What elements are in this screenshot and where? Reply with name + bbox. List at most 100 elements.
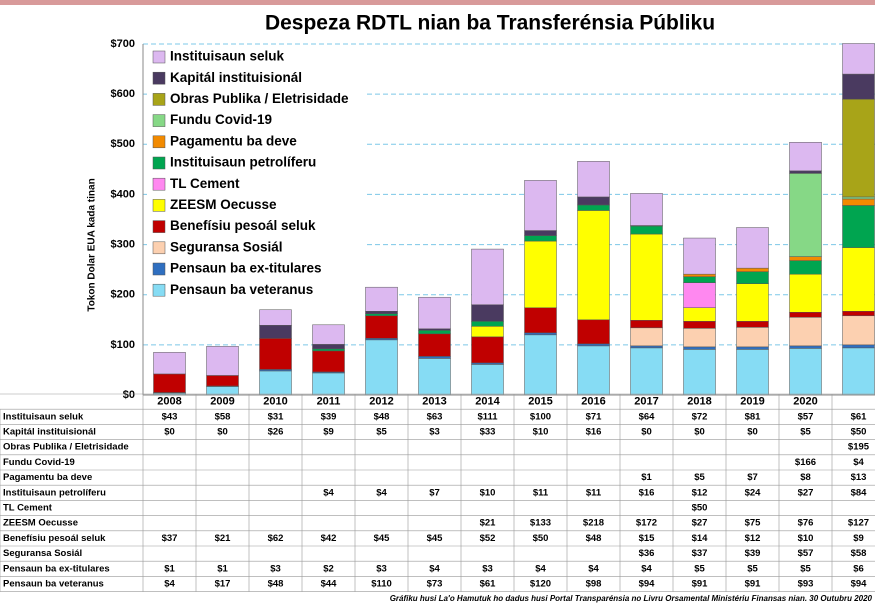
x-tick-label: 2010 [263,396,287,408]
table-cell: $10 [480,487,496,498]
y-tick-label: $100 [111,339,135,351]
table-cell: $100 [530,411,551,422]
legend-label: Pensaun ba ex-titulares [170,261,322,276]
y-tick-label: $600 [111,88,135,100]
table-cell: $133 [530,518,551,529]
legend-swatch [152,220,166,233]
bar-segment [630,193,663,226]
table-row-label: Pagamentu ba deve [3,472,92,483]
bar-segment [683,349,716,396]
bar-segment [312,372,345,396]
table-cell: $9 [853,533,864,544]
table-cell: $7 [429,487,440,498]
legend-label: Instituisaun seluk [170,49,285,64]
table-cell: $195 [848,442,870,453]
bar-segment [630,327,663,347]
table-cell: $12 [745,533,761,544]
bar-segment [842,347,875,396]
table-cell: $4 [535,563,546,574]
table-row-label: Benefísiu pesoál seluk [3,533,106,544]
table-cell: $120 [530,579,551,590]
table-cell: $58 [851,548,867,559]
bar-segment [312,344,345,350]
table-cell: $71 [586,411,603,422]
table-cell: $61 [851,411,868,422]
y-tick-label: $400 [111,188,135,200]
bar-segment [789,173,822,257]
bar-segment [630,320,663,329]
table-cell: $26 [268,427,284,438]
legend-swatch [152,156,166,170]
table-cell: $43 [162,411,178,422]
legend-swatch [152,135,166,149]
bar-segment [630,233,663,321]
table-cell: $17 [215,579,231,590]
bar-segment [471,326,504,338]
bar-segment [471,321,504,327]
table-cell: $4 [376,487,387,498]
bar-segment [630,347,663,396]
bar-segment [365,311,398,315]
table-cell: $0 [694,427,705,438]
bar-segment [418,333,451,357]
table-cell: $27 [798,487,814,498]
bar-segment [577,161,610,198]
bar-segment [683,321,716,329]
table-row-label: ZEESM Oecusse [3,518,78,529]
bar-segment [153,373,186,393]
bar-segment [683,307,716,322]
y-tick-label: $200 [111,289,135,301]
table-cell: $13 [851,472,867,483]
bar-segment [577,319,610,345]
bar-segment [789,170,822,174]
table-cell: $12 [692,487,708,498]
legend-swatch [152,262,166,276]
bar-segment [736,283,769,322]
legend-label: Seguransa Sosiál [170,239,283,254]
table-row-label: Pensaun ba ex-titulares [3,563,110,574]
table-cell: $218 [583,518,604,529]
x-tick-label: 2018 [687,396,711,408]
bar-segment [418,356,451,359]
legend-swatch [152,199,166,212]
y-axis-title: Tokon Dolar EUA kada tinan [87,178,98,311]
bar-segment [365,313,398,317]
legend-label: Pagamentu ba deve [170,133,297,148]
bar-segment [789,273,822,313]
bar-segment [259,309,292,326]
bar-segment [736,321,769,328]
table-cell: $98 [586,579,602,590]
bar-segment [789,312,822,318]
bar-segment [683,346,716,350]
bar-segment [524,235,557,242]
bar-segment [524,180,557,231]
legend-label: Kapitál instituisionál [170,70,302,85]
table-cell: $91 [745,579,762,590]
bar-segment [577,196,610,206]
legend-label: ZEESM Oecusse [170,197,277,212]
table-cell: $45 [374,533,391,544]
bar-segment [259,338,292,370]
table-cell: $31 [268,411,285,422]
bar-segment [312,324,345,345]
bar-segment [524,334,557,396]
bar-segment [365,286,398,312]
x-tick-label: 2013 [422,396,446,408]
table-cell: $48 [586,533,602,544]
bar-segment [789,142,822,172]
bar-segment [206,375,239,387]
table-cell: $63 [427,411,443,422]
table-cell: $62 [268,533,284,544]
bar-segment [842,198,875,206]
bar-segment [789,256,822,261]
table-cell: $11 [533,487,549,498]
table-cell: $3 [376,563,387,574]
legend-label: Obras Publika / Eletrisidade [170,91,349,106]
table-cell: $48 [374,411,390,422]
table-cell: $5 [800,427,811,438]
legend-swatch [152,241,166,255]
legend-swatch [152,93,166,106]
table-cell: $3 [482,563,493,574]
table-cell: $61 [480,579,497,590]
